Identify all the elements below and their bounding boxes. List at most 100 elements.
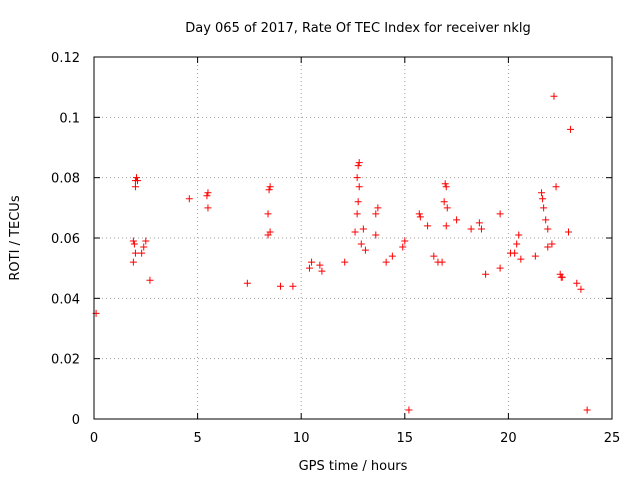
data-point [354,198,362,206]
data-point [401,237,409,245]
data-point [467,225,475,233]
y-tick-label: 0 [72,413,80,428]
data-point [203,192,211,200]
data-point [382,258,390,266]
data-point [558,273,566,281]
x-tick-label: 15 [397,431,414,446]
data-point [415,210,423,218]
y-tick-label: 0.1 [59,111,80,126]
data-point [443,204,451,212]
data-point [442,183,450,191]
data-point [308,258,316,266]
data-point [353,210,361,218]
data-point [138,249,146,257]
data-point [129,237,137,245]
data-point [146,276,154,284]
data-point [266,183,274,191]
data-point [134,177,142,185]
data-point [538,189,546,197]
y-tick-label: 0.12 [51,51,80,66]
data-point [131,249,139,257]
data-point [130,240,138,248]
data-point [264,210,272,218]
x-tick-labels: 0 5 10 15 20 25 [90,431,620,446]
data-point [482,270,490,278]
data-point [405,406,413,414]
axis-ticks [93,56,613,420]
data-point [564,228,572,236]
data-point [359,225,367,233]
data-point [517,255,525,263]
y-axis-label: ROTI / TECUs [8,195,23,280]
data-point [430,252,438,260]
data-point [442,222,450,230]
data-point [496,264,504,272]
x-tick-label: 5 [193,431,201,446]
data-point [513,240,521,248]
data-point [129,258,137,266]
data-point [540,204,548,212]
data-point [142,237,150,245]
data-point [353,174,361,182]
data-point [204,189,212,197]
data-point [289,282,297,290]
data-point [550,92,558,100]
data-point [539,195,547,203]
data-point [305,264,313,272]
chart-title: Day 065 of 2017, Rate Of TEC Index for r… [185,21,531,36]
x-tick-label: 20 [500,431,517,446]
data-point [577,285,585,293]
data-point [424,222,432,230]
data-point [506,249,514,257]
data-point [438,258,446,266]
data-point [477,225,485,233]
data-point [132,174,140,182]
data-point [475,219,483,227]
data-point [357,240,365,248]
data-point [374,204,382,212]
grid-lines [94,57,612,419]
data-point [372,231,380,239]
data-point [542,216,550,224]
x-tick-label: 25 [604,431,621,446]
data-points [92,92,591,414]
data-point [552,183,560,191]
x-axis-label: GPS time / hours [299,459,408,474]
data-point [204,204,212,212]
y-tick-labels: 0 0.02 0.04 0.06 0.08 0.1 0.12 [51,51,80,428]
data-point [573,279,581,287]
data-point [388,252,396,260]
x-tick-label: 0 [90,431,98,446]
data-point [276,282,284,290]
data-point [351,228,359,236]
data-point [583,406,591,414]
data-point [185,195,193,203]
data-point [440,198,448,206]
data-point [341,258,349,266]
data-point [355,183,363,191]
y-tick-label: 0.02 [51,353,80,368]
data-point [140,243,148,251]
data-point [531,252,539,260]
data-point [544,243,552,251]
y-tick-label: 0.06 [51,232,80,247]
data-point [544,225,552,233]
data-point [567,125,575,133]
data-point [453,216,461,224]
data-point [496,210,504,218]
data-point [399,243,407,251]
data-point [441,180,449,188]
data-point [355,159,363,167]
data-point [265,186,273,194]
data-point [264,231,272,239]
data-point [131,183,139,191]
data-point [354,162,362,170]
data-point [361,246,369,254]
y-tick-label: 0.04 [51,292,80,307]
data-point [318,267,326,275]
data-point [243,279,251,287]
x-tick-label: 10 [293,431,310,446]
data-point [548,240,556,248]
data-point [416,213,424,221]
